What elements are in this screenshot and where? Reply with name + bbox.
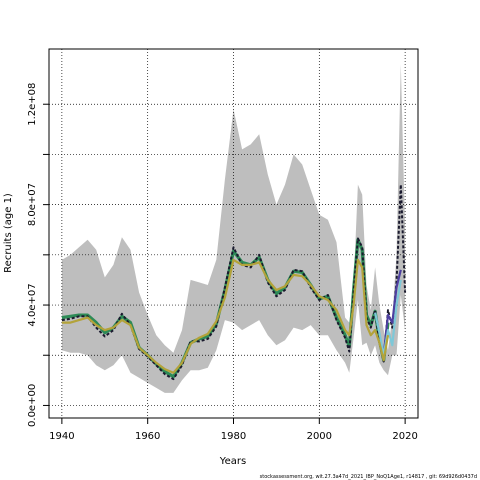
y-tick-label: 0.0e+00 bbox=[27, 384, 38, 427]
x-axis-label: Years bbox=[219, 456, 246, 467]
series-line bbox=[61, 183, 407, 381]
series-line bbox=[61, 258, 390, 374]
series-line bbox=[382, 269, 402, 356]
series-line bbox=[374, 279, 402, 357]
x-tick-label: 1980 bbox=[221, 431, 246, 442]
x-tick-label: 1940 bbox=[49, 431, 74, 442]
y-tick-label: 4.0e+07 bbox=[27, 283, 38, 326]
footer-credit: stockassessment.org, wit.27.3a47d_2021_I… bbox=[260, 474, 477, 480]
x-tick-label: 1960 bbox=[135, 431, 160, 442]
x-tick-label: 2000 bbox=[307, 431, 332, 442]
y-tick-label: 1.2e+08 bbox=[27, 83, 38, 126]
series-layer bbox=[61, 183, 407, 381]
axis-layer: 1940 1960 1980 2000 2020 0.0e+00 4.0e+07 8.0e+0… bbox=[27, 83, 418, 442]
x-tick-label: 2020 bbox=[392, 431, 417, 442]
y-axis-label: Recruits (age 1) bbox=[3, 193, 14, 273]
y-tick-label: 8.0e+07 bbox=[27, 183, 38, 226]
